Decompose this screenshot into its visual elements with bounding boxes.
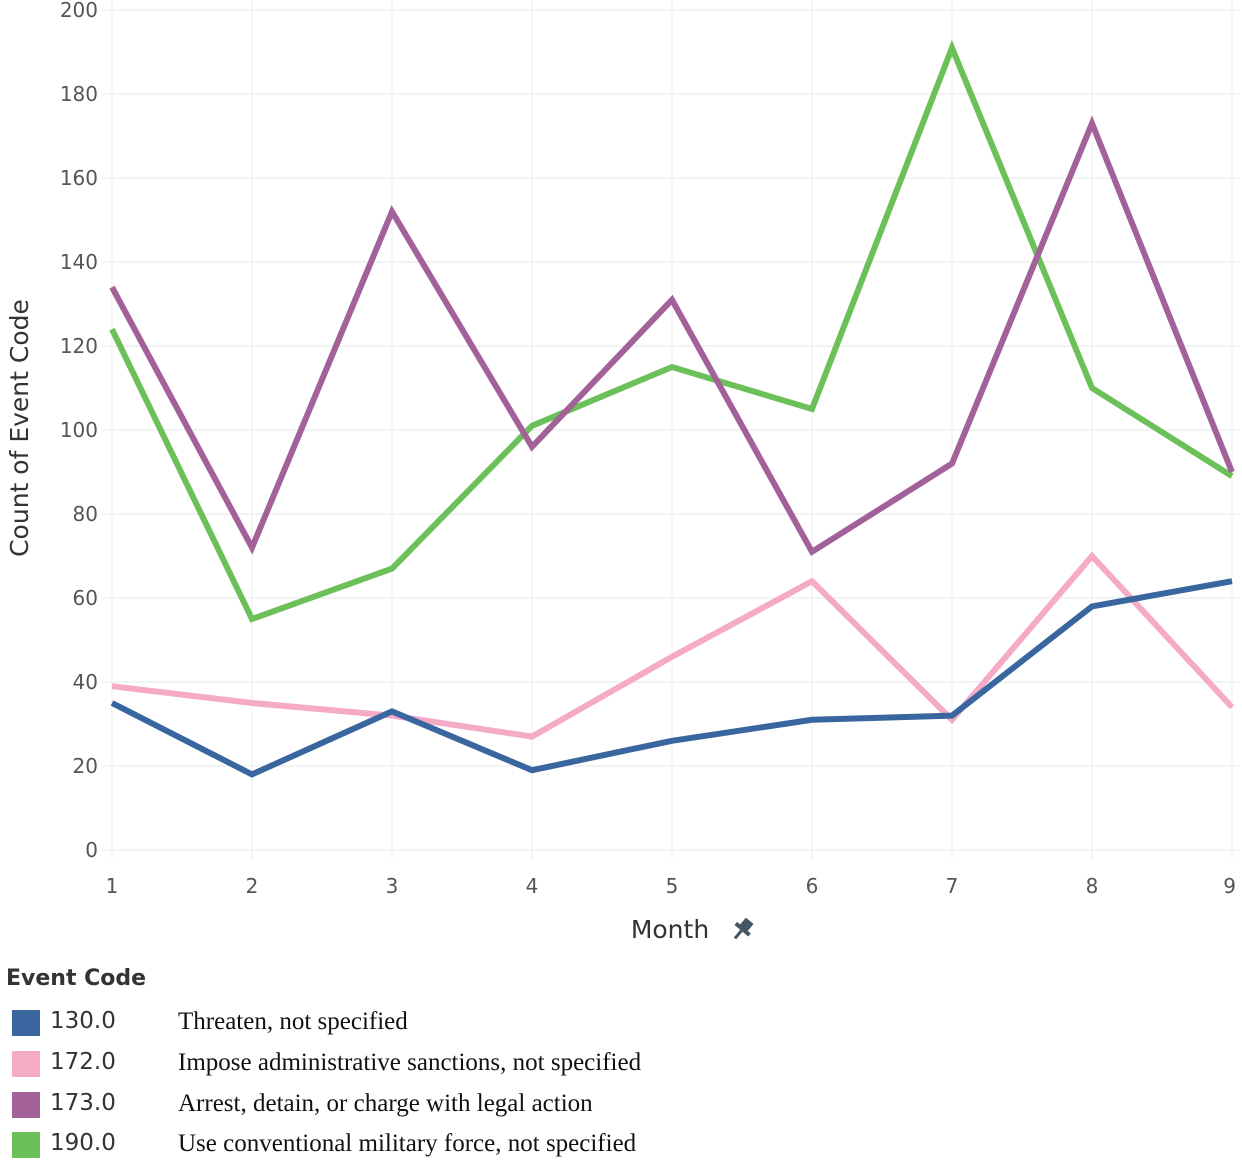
y-axis-ticks: 0 20 40 60 80 100 120 140 160 180 200 <box>60 0 98 862</box>
y-tick-label: 40 <box>73 670 98 694</box>
pin-icon[interactable] <box>728 915 757 944</box>
series-line-172-0[interactable] <box>111 551 1235 740</box>
y-tick-label: 160 <box>60 166 98 190</box>
series-line-130-0[interactable] <box>110 578 1233 778</box>
y-tick-label: 120 <box>60 334 98 358</box>
y-tick-label: 60 <box>73 586 98 610</box>
legend-description: Arrest, detain, or charge with legal act… <box>178 1090 593 1117</box>
legend-code: 173.0 <box>50 1090 116 1116</box>
legend-code: 172.0 <box>50 1049 116 1075</box>
y-tick-label: 200 <box>60 0 98 22</box>
legend-swatch <box>12 1092 40 1118</box>
y-tick-label: 20 <box>73 754 98 778</box>
y-tick-label: 80 <box>73 502 98 526</box>
y-axis-title: Count of Event Code <box>5 299 34 557</box>
legend-code: 190.0 <box>50 1130 116 1156</box>
y-tick-label: 0 <box>85 838 98 862</box>
legend-description: Use conventional military force, not spe… <box>178 1130 637 1157</box>
x-axis-title: Month <box>631 915 709 944</box>
legend-code: 130.0 <box>50 1008 116 1034</box>
x-tick-label: 3 <box>386 874 399 898</box>
y-tick-label: 180 <box>60 82 98 106</box>
x-tick-label: 5 <box>666 874 679 898</box>
grid-lines <box>102 0 1240 860</box>
y-tick-label: 100 <box>60 418 98 442</box>
legend-description: Impose administrative sanctions, not spe… <box>178 1049 642 1076</box>
line-chart: 0 20 40 60 80 100 120 140 160 180 200 1 2 3 4 5 6 7 8 9 Co… <box>5 0 1240 944</box>
x-tick-label: 9 <box>1223 874 1236 898</box>
x-tick-label: 7 <box>946 874 959 898</box>
legend-title: Event Code <box>6 966 147 991</box>
series-line-173-0[interactable] <box>109 115 1235 557</box>
x-tick-label: 1 <box>106 874 119 898</box>
x-tick-label: 4 <box>526 874 539 898</box>
series-lines <box>109 39 1235 778</box>
x-axis-ticks: 1 2 3 4 5 6 7 8 9 <box>106 874 1236 898</box>
x-tick-label: 6 <box>806 874 819 898</box>
legend-swatch <box>12 1132 40 1158</box>
legend-description: Threaten, not specified <box>178 1008 408 1035</box>
legend-swatch <box>12 1010 40 1036</box>
x-tick-label: 8 <box>1086 874 1099 898</box>
x-tick-label: 2 <box>246 874 259 898</box>
series-line-190-0[interactable] <box>109 39 1234 623</box>
y-tick-label: 140 <box>60 250 98 274</box>
legend-swatch <box>12 1051 40 1077</box>
